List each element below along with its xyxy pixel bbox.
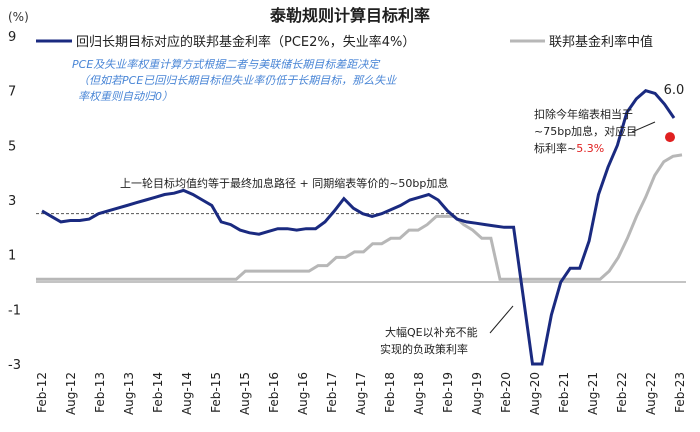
x-tick-label: Feb-12 [35, 372, 49, 413]
annotation-qe-line1: 大幅QE以补充不能 [385, 325, 478, 339]
annotation-qt-line1: 扣除今年缩表相当于 [534, 107, 633, 121]
x-tick-label: Aug-19 [470, 372, 484, 415]
legend-label-taylor: 回归长期目标对应的联邦基金利率（PCE2%，失业率4%） [76, 34, 415, 50]
annotation-weighting-line2: （但如若PCE已回归长期目标但失业率仍低于长期目标，那么失业 [78, 74, 397, 87]
x-tick-label: Feb-14 [151, 372, 165, 413]
x-tick-label: Feb-21 [557, 372, 571, 413]
x-tick-label: Aug-13 [122, 372, 136, 415]
y-tick-label: -1 [8, 303, 21, 318]
y-tick-label: -3 [8, 358, 21, 373]
annotation-qe-arrow [489, 305, 514, 334]
y-tick-label: 3 [8, 194, 16, 209]
chart-title: 泰勒规则计算目标利率 [269, 6, 430, 25]
x-tick-label: Aug-18 [412, 372, 426, 415]
annotation-qt-line3: 标利率~5.3% [534, 141, 604, 155]
annotation-qt-arrow [631, 121, 656, 133]
end-value-label: 6.0 [664, 83, 685, 98]
x-tick-label: Feb-22 [615, 372, 629, 413]
y-tick-label: 5 [8, 139, 16, 154]
y-tick-label: 1 [8, 249, 16, 264]
x-tick-label: Feb-15 [209, 372, 223, 413]
annotation-qt-line3-prefix: 标利率~ [534, 141, 576, 155]
x-axis-ticks: Feb-12 Aug-12 Feb-13 Aug-13 Feb-14 Aug-14 Feb-… [35, 372, 687, 415]
x-tick-label: Feb-20 [499, 372, 513, 413]
x-tick-label: Aug-22 [644, 372, 658, 415]
series-line-taylor [41, 89, 676, 366]
annotation-weighting-line1: PCE及失业率权重计算方式根据二者与美联储长期目标差距决定 [72, 58, 381, 71]
y-tick-label: 9 [8, 30, 16, 45]
annotation-qt-line2: ~75bp加息，对应目 [534, 124, 637, 138]
x-tick-label: Feb-13 [93, 372, 107, 413]
annotation-weighting-line3: 率权重则自动归0） [78, 90, 173, 103]
annotation-reference-label: 上一轮目标均值约等于最终加息路径 + 同期缩表等价的~50bp加息 [120, 176, 448, 190]
y-axis-ticks: 9 7 5 3 1 -1 -3 [8, 30, 21, 373]
annotation-qt-line3-value: 5.3% [576, 142, 604, 155]
x-tick-label: Aug-21 [586, 372, 600, 415]
x-tick-label: Feb-19 [441, 372, 455, 413]
x-tick-label: Aug-20 [528, 372, 542, 415]
y-tick-label: 7 [8, 85, 16, 100]
x-tick-label: Aug-14 [180, 372, 194, 415]
series-line-fed-funds [36, 153, 683, 281]
x-tick-label: Aug-16 [296, 372, 310, 415]
x-tick-label: Aug-17 [354, 372, 368, 415]
highlight-point-5-3 [665, 132, 675, 143]
x-tick-label: Feb-18 [383, 372, 397, 413]
y-unit-label: (%) [8, 10, 29, 24]
x-tick-label: Aug-15 [238, 372, 252, 415]
legend-label-fed-funds: 联邦基金利率中值 [549, 34, 653, 50]
annotation-qe-line2: 实现的负政策利率 [380, 342, 468, 356]
x-tick-label: Feb-23 [673, 372, 687, 413]
x-tick-label: Aug-12 [64, 372, 78, 415]
x-tick-label: Feb-16 [267, 372, 281, 413]
x-tick-label: Feb-17 [325, 372, 339, 413]
